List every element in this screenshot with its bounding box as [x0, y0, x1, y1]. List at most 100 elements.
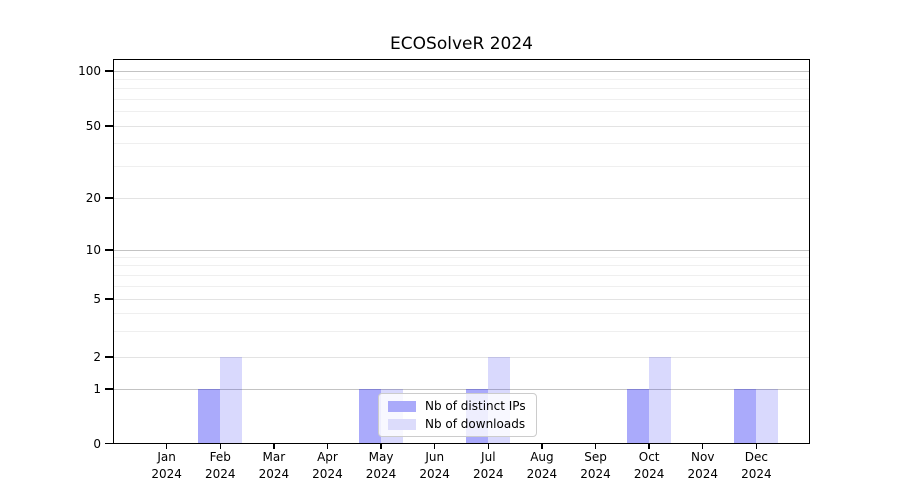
y-tick-label-20: 20: [85, 191, 101, 205]
y-tick-5: [105, 298, 113, 300]
bar-oct-downloads: [649, 357, 672, 444]
x-tick-apr: [326, 444, 329, 449]
x-label-year: 2024: [312, 466, 343, 481]
x-label-month: Sep: [584, 450, 607, 464]
y-tick-label-100: 100: [78, 64, 101, 78]
x-tick-label-dec: Dec 2024: [726, 449, 786, 482]
bar-oct-distinct-ips: [627, 389, 650, 444]
y-tick-label-2: 2: [93, 350, 101, 364]
x-tick-label-sep: Sep 2024: [566, 449, 626, 482]
bar-dec-downloads: [756, 389, 779, 444]
x-label-month: Jul: [481, 450, 496, 464]
x-tick-label-apr: Apr 2024: [297, 449, 357, 482]
y-tick-label-10: 10: [85, 243, 101, 257]
x-tick-label-nov: Nov 2024: [673, 449, 733, 482]
gridline-y-3: [113, 330, 810, 332]
gridline-y-5: [113, 298, 810, 300]
gridline-y-20: [113, 197, 810, 199]
gridline-y-50: [113, 125, 810, 127]
x-label-month: Jun: [425, 450, 445, 464]
x-tick-label-aug: Aug 2024: [512, 449, 572, 482]
x-tick-label-feb: Feb 2024: [190, 449, 250, 482]
x-tick-feb: [219, 444, 221, 449]
bar-feb-downloads: [220, 357, 243, 444]
bar-may-distinct-ips: [359, 389, 382, 444]
x-tick-jun: [433, 444, 436, 449]
x-tick-may: [380, 444, 382, 449]
gridline-y-9: [113, 256, 810, 258]
x-tick-mar: [273, 444, 275, 449]
gridline-y-40: [113, 143, 810, 145]
gridline-y-6: [113, 285, 810, 287]
x-label-month: Mar: [262, 450, 286, 464]
gridline-y-80: [113, 88, 810, 90]
gridline-y-4: [113, 312, 810, 314]
x-tick-label-mar: Mar 2024: [244, 449, 304, 482]
x-label-year: 2024: [741, 466, 772, 481]
x-tick-label-jan: Jan 2024: [137, 449, 197, 482]
x-tick-aug: [541, 444, 543, 449]
x-tick-label-may: May 2024: [351, 449, 411, 482]
y-tick-0: [105, 442, 113, 445]
y-tick-10: [105, 249, 113, 251]
x-tick-dec: [755, 444, 758, 449]
x-label-month: Apr: [317, 450, 338, 464]
x-label-year: 2024: [365, 466, 397, 481]
gridline-y-2: [113, 356, 810, 358]
y-tick-50: [105, 125, 113, 127]
x-label-year: 2024: [580, 466, 611, 481]
gridline-y-100: [113, 70, 810, 72]
x-label-month: Aug: [530, 450, 554, 464]
chart-title: ECOSolveR 2024: [390, 34, 533, 54]
gridline-y-1: [113, 388, 810, 390]
legend-label-distinct-ips: Nb of distinct IPs: [425, 399, 526, 413]
x-tick-jul: [487, 444, 489, 449]
legend-label-downloads: Nb of downloads: [425, 417, 526, 431]
gridline-y-10: [113, 249, 810, 251]
legend-swatch-distinct-ips: [388, 400, 416, 412]
x-label-month: Nov: [691, 450, 715, 464]
gridline-y-30: [113, 165, 810, 167]
legend-item-downloads: Nb of downloads: [388, 417, 526, 431]
gridline-y-70: [113, 98, 810, 100]
x-label-year: 2024: [526, 466, 558, 481]
plot-area: [113, 59, 810, 444]
x-tick-jan: [165, 444, 168, 449]
x-label-year: 2024: [687, 466, 719, 481]
x-tick-label-jul: Jul 2024: [458, 449, 518, 482]
legend-item-distinct-ips: Nb of distinct IPs: [388, 399, 526, 413]
gridline-y-7: [113, 274, 810, 276]
x-tick-label-oct: Oct 2024: [619, 449, 679, 482]
x-label-month: Feb: [209, 450, 231, 464]
y-tick-label-50: 50: [85, 119, 101, 133]
y-tick-label-0: 0: [93, 436, 101, 451]
x-label-month: Dec: [744, 450, 768, 464]
x-label-year: 2024: [258, 466, 290, 481]
gridline-y-8: [113, 265, 810, 267]
gridline-y-90: [113, 78, 810, 80]
x-tick-label-jun: Jun 2024: [405, 449, 465, 482]
y-tick-label-1: 1: [93, 382, 101, 396]
y-tick-20: [105, 197, 113, 199]
y-tick-2: [105, 356, 113, 358]
x-label-year: 2024: [204, 466, 236, 481]
x-label-month: Jan: [157, 450, 176, 464]
y-tick-1: [105, 388, 113, 390]
legend-swatch-downloads: [388, 418, 416, 430]
x-label-month: May: [368, 450, 394, 464]
x-label-year: 2024: [633, 466, 665, 481]
x-label-year: 2024: [419, 466, 450, 481]
x-tick-oct: [648, 444, 650, 449]
legend: Nb of distinct IPs Nb of downloads: [378, 393, 537, 437]
x-tick-nov: [702, 444, 704, 449]
x-label-year: 2024: [151, 466, 182, 481]
bar-dec-distinct-ips: [734, 389, 757, 444]
x-label-year: 2024: [473, 466, 504, 481]
x-label-month: Oct: [638, 450, 660, 464]
x-tick-sep: [594, 444, 597, 449]
y-tick-100: [105, 70, 113, 72]
y-tick-label-5: 5: [93, 292, 101, 306]
gridline-y-60: [113, 111, 810, 113]
bar-feb-distinct-ips: [198, 389, 221, 444]
